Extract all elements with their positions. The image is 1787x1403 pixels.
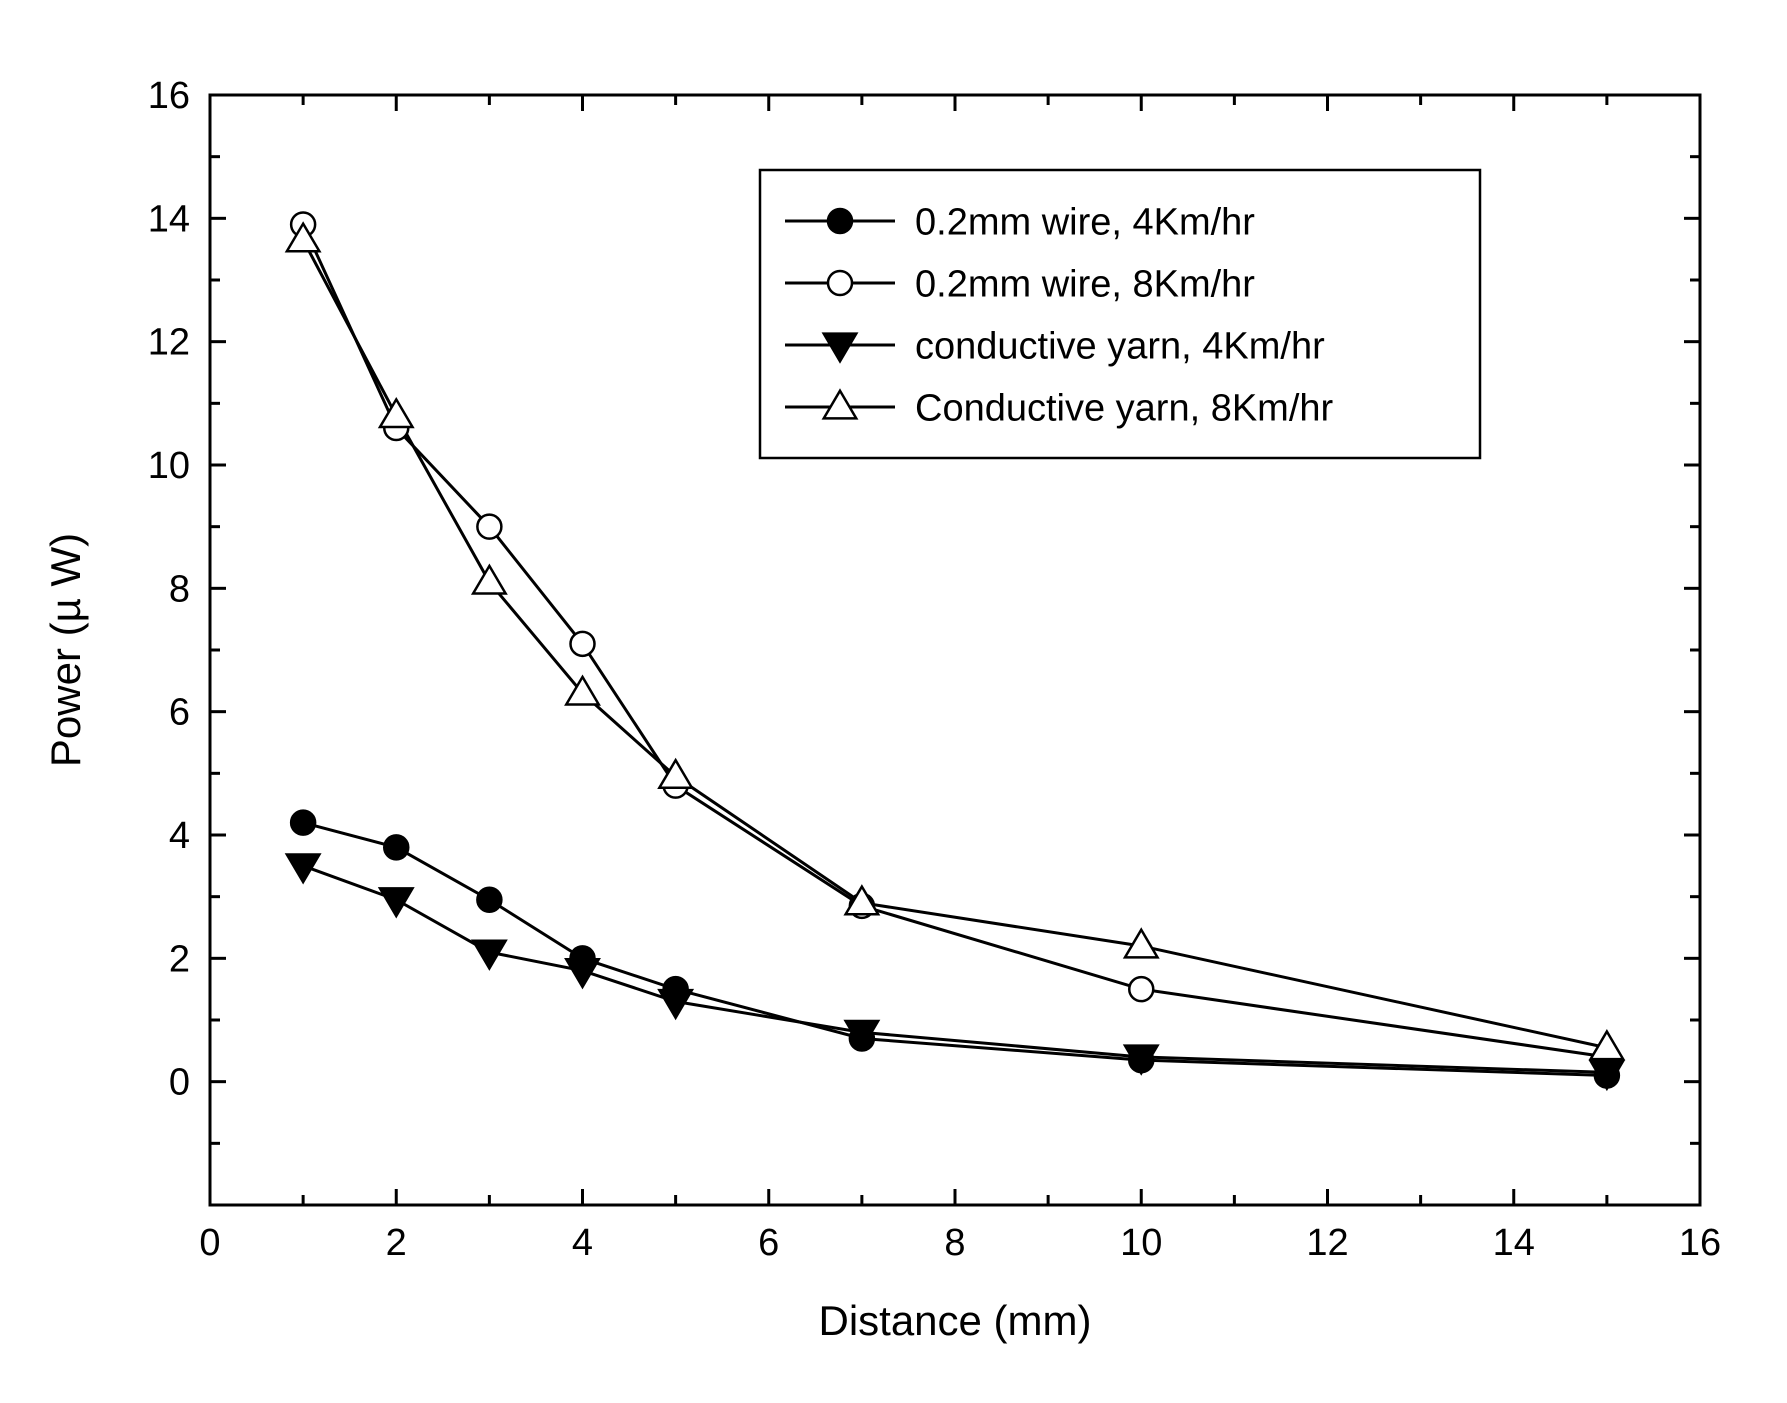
power-distance-chart: 0 2 4 6 8 10 12 14 16 0 2 4 6 8 10 12 14 16 Distance (mm) P… (0, 0, 1787, 1403)
legend-label-wire_4: 0.2mm wire, 4Km/hr (915, 201, 1255, 243)
y-tick-label: 12 (148, 322, 190, 364)
x-tick-label: 6 (758, 1222, 779, 1264)
x-tick-label: 14 (1493, 1222, 1535, 1264)
chart-container: 0 2 4 6 8 10 12 14 16 0 2 4 6 8 10 12 14 16 Distance (mm) P… (0, 0, 1787, 1403)
y-tick-label: 14 (148, 198, 190, 240)
x-tick-label: 4 (572, 1222, 593, 1264)
legend-label-wire_8: 0.2mm wire, 8Km/hr (915, 263, 1255, 305)
y-tick-label: 0 (169, 1062, 190, 1104)
x-tick-label: 16 (1679, 1222, 1721, 1264)
y-tick-label: 16 (148, 75, 190, 117)
x-tick-label: 2 (386, 1222, 407, 1264)
x-tick-label: 12 (1306, 1222, 1348, 1264)
x-tick-label: 10 (1120, 1222, 1162, 1264)
x-tick-label: 8 (944, 1222, 965, 1264)
x-axis-label: Distance (mm) (818, 1297, 1091, 1344)
y-tick-label: 10 (148, 445, 190, 487)
y-tick-label: 4 (169, 815, 190, 857)
y-tick-label: 6 (169, 692, 190, 734)
y-axis-label: Power (µ W) (42, 533, 89, 767)
y-tick-label: 2 (169, 938, 190, 980)
y-tick-label: 8 (169, 568, 190, 610)
legend-label-yarn_8: Conductive yarn, 8Km/hr (915, 387, 1334, 429)
x-tick-label: 0 (199, 1222, 220, 1264)
legend-label-yarn_4: conductive yarn, 4Km/hr (915, 325, 1325, 367)
